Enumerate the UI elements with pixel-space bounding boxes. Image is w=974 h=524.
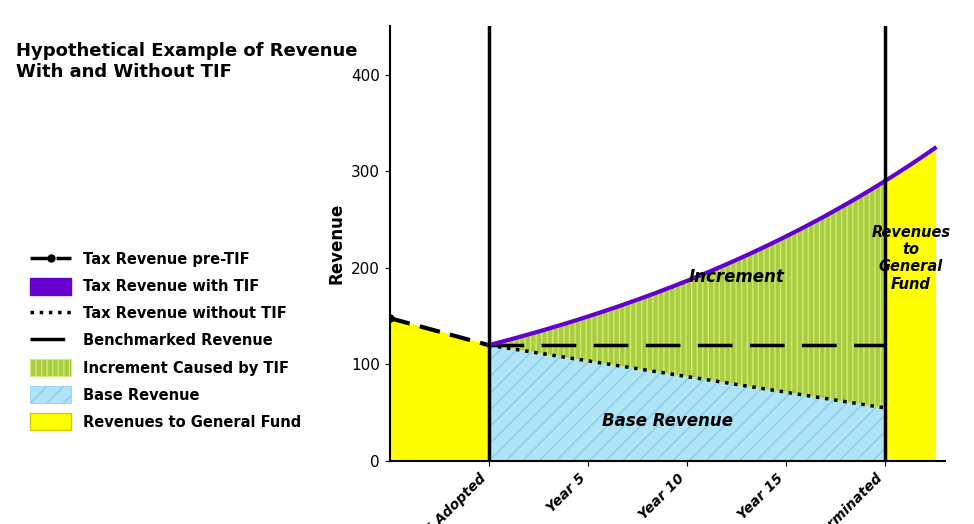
Text: Revenues
to
General
Fund: Revenues to General Fund xyxy=(872,225,951,292)
Text: Hypothetical Example of Revenue
With and Without TIF: Hypothetical Example of Revenue With and… xyxy=(16,42,357,81)
Text: Increment: Increment xyxy=(689,268,784,287)
Y-axis label: Revenue: Revenue xyxy=(327,203,346,285)
Text: Base Revenue: Base Revenue xyxy=(602,411,732,430)
Legend: Tax Revenue pre-TIF, Tax Revenue with TIF, Tax Revenue without TIF, Benchmarked : Tax Revenue pre-TIF, Tax Revenue with TI… xyxy=(22,244,308,438)
